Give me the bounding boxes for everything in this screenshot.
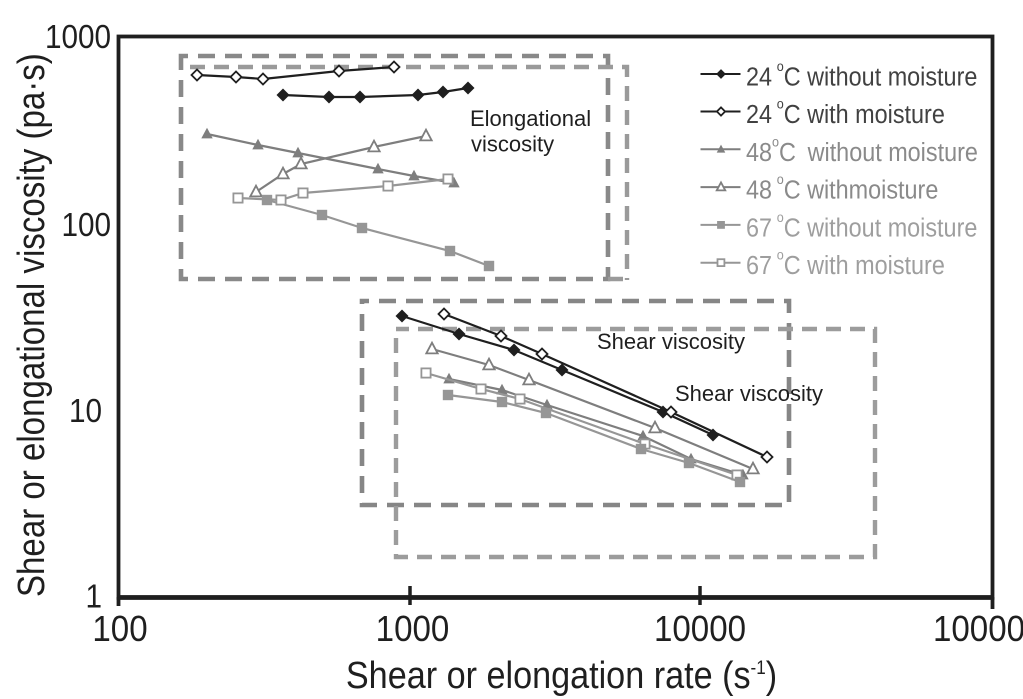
svg-text:100: 100 [92, 610, 147, 650]
svg-text:1000: 1000 [376, 610, 450, 650]
svg-text:1000: 1000 [45, 19, 111, 56]
svg-text:100: 100 [61, 207, 111, 244]
svg-text:48 oC withmoisture: 48 oC withmoisture [746, 171, 938, 204]
svg-text:Shear or elongation rate (s-1): Shear or elongation rate (s-1) [346, 653, 777, 696]
svg-text:10000: 10000 [654, 610, 746, 650]
svg-text:48oC without moisture: 48oC without moisture [746, 134, 978, 167]
svg-text:24 oC without moisture: 24 oC without moisture [746, 58, 977, 91]
svg-text:24 oC with moisture: 24 oC with moisture [746, 96, 945, 129]
svg-text:Shear viscosity: Shear viscosity [597, 329, 745, 354]
svg-text:Shear viscosity: Shear viscosity [675, 381, 823, 406]
svg-text:viscosity: viscosity [471, 132, 554, 157]
svg-text:Elongational: Elongational [470, 106, 591, 131]
svg-text:67 oC without moisture: 67 oC without moisture [746, 209, 977, 242]
svg-text:10000: 10000 [933, 610, 1023, 650]
svg-text:10: 10 [69, 393, 102, 430]
svg-text:1: 1 [85, 578, 102, 615]
svg-text:67 oC with moisture: 67 oC with moisture [746, 247, 945, 280]
svg-text:Shear or elongational viscosit: Shear or elongational viscosity (pa·s) [10, 53, 53, 597]
